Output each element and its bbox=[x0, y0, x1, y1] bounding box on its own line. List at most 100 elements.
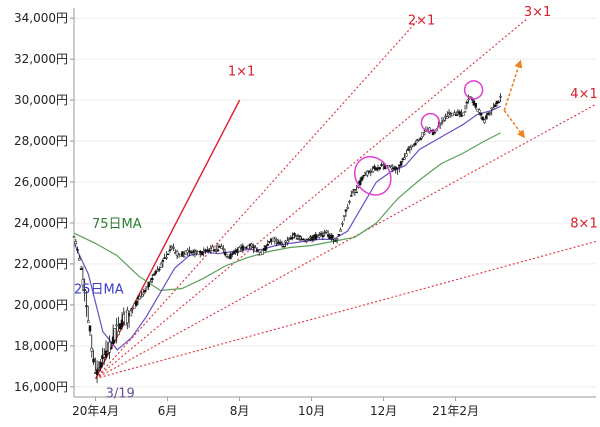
price-candle bbox=[344, 209, 348, 212]
price-candle bbox=[131, 307, 134, 310]
price-candle bbox=[197, 251, 200, 255]
price-candle bbox=[230, 253, 234, 255]
price-candle bbox=[165, 256, 168, 259]
price-candle bbox=[494, 104, 497, 107]
price-candle bbox=[321, 235, 325, 238]
x-tick-label: 10月 bbox=[298, 404, 325, 418]
price-candle bbox=[346, 207, 349, 209]
price-candle bbox=[140, 295, 143, 298]
price-candle bbox=[396, 166, 399, 169]
price-candle bbox=[85, 305, 88, 307]
highlight-circle bbox=[420, 112, 441, 133]
gann-line bbox=[95, 17, 421, 379]
gann-ratio-label: 3×1 bbox=[524, 5, 551, 20]
price-candle bbox=[334, 240, 337, 242]
price-candle bbox=[294, 235, 298, 237]
price-candle bbox=[252, 246, 255, 248]
gann-line bbox=[95, 17, 528, 379]
price-candle bbox=[99, 361, 102, 368]
moving-averages bbox=[73, 105, 501, 351]
gann-fan-lines bbox=[94, 17, 597, 380]
price-candle bbox=[316, 234, 319, 236]
price-candle bbox=[399, 161, 403, 166]
price-candle bbox=[369, 170, 373, 172]
price-candle bbox=[129, 310, 133, 317]
price-candle bbox=[222, 248, 225, 250]
price-candle bbox=[220, 246, 223, 249]
price-candle bbox=[115, 324, 118, 327]
price-candle bbox=[286, 240, 289, 244]
price-candle bbox=[275, 239, 278, 241]
price-candle bbox=[358, 180, 362, 185]
ma25-label: 25日MA bbox=[74, 282, 124, 297]
price-candle bbox=[134, 300, 138, 306]
gann-line bbox=[95, 240, 597, 380]
price-candle bbox=[330, 234, 333, 239]
price-candle bbox=[149, 281, 152, 283]
price-candle bbox=[323, 232, 326, 234]
price-candle bbox=[95, 369, 99, 375]
y-tick-label: 34,000円 bbox=[14, 11, 68, 25]
price-candle bbox=[405, 153, 408, 157]
price-candle bbox=[355, 191, 358, 194]
price-candle bbox=[92, 358, 95, 363]
price-candle bbox=[111, 336, 115, 345]
price-candle bbox=[389, 165, 392, 167]
price-candle bbox=[264, 245, 268, 251]
price-candle bbox=[261, 250, 264, 255]
price-candle bbox=[382, 164, 385, 166]
price-candle bbox=[332, 238, 335, 240]
price-candle bbox=[268, 241, 271, 243]
gann-ratio-label: 1×1 bbox=[228, 65, 255, 80]
price-candle bbox=[447, 112, 451, 114]
highlight-circles bbox=[354, 80, 484, 196]
price-candle bbox=[138, 296, 142, 300]
price-candle bbox=[223, 251, 227, 255]
price-candle bbox=[113, 328, 117, 341]
y-tick-label: 32,000円 bbox=[14, 52, 68, 66]
ma-line bbox=[73, 105, 501, 351]
price-candle bbox=[182, 255, 186, 258]
price-candle bbox=[305, 239, 309, 242]
price-candle bbox=[86, 320, 90, 323]
price-candle bbox=[442, 120, 445, 122]
price-candle bbox=[296, 238, 300, 240]
price-candle bbox=[280, 243, 284, 245]
gann-ratio-label: 4×1 bbox=[570, 87, 597, 102]
price-candle bbox=[499, 96, 502, 98]
price-candle bbox=[360, 176, 364, 181]
price-candle bbox=[152, 274, 156, 276]
price-candle bbox=[463, 110, 467, 113]
price-candle bbox=[168, 249, 172, 251]
price-candle bbox=[278, 241, 282, 244]
price-candle bbox=[412, 145, 415, 147]
price-candle bbox=[378, 167, 381, 170]
price-candle bbox=[462, 112, 465, 117]
price-candle bbox=[104, 350, 108, 358]
price-candle bbox=[88, 325, 92, 332]
projection-arrow bbox=[503, 109, 525, 139]
x-tick-label: 6月 bbox=[158, 404, 178, 418]
price-candle bbox=[421, 132, 424, 137]
price-candle bbox=[76, 249, 79, 251]
y-tick-label: 30,000円 bbox=[14, 93, 68, 107]
price-candle bbox=[207, 249, 211, 252]
ma-line bbox=[73, 132, 501, 292]
price-candle bbox=[492, 107, 495, 110]
price-candle bbox=[314, 234, 317, 240]
price-candle bbox=[81, 279, 85, 286]
gann-line bbox=[95, 103, 597, 380]
price-candle bbox=[291, 237, 294, 239]
price-candle bbox=[161, 260, 165, 262]
price-candle bbox=[172, 247, 175, 249]
origin-date-label: 3/19 bbox=[106, 387, 135, 402]
price-candle bbox=[246, 245, 250, 249]
price-candle bbox=[325, 230, 328, 233]
price-candle bbox=[255, 250, 259, 252]
x-tick-label: 20年4月 bbox=[72, 404, 119, 418]
price-candle bbox=[390, 168, 394, 170]
price-candle bbox=[403, 157, 406, 160]
price-candle bbox=[159, 263, 163, 268]
price-candle bbox=[191, 251, 195, 253]
price-candle bbox=[216, 249, 220, 252]
